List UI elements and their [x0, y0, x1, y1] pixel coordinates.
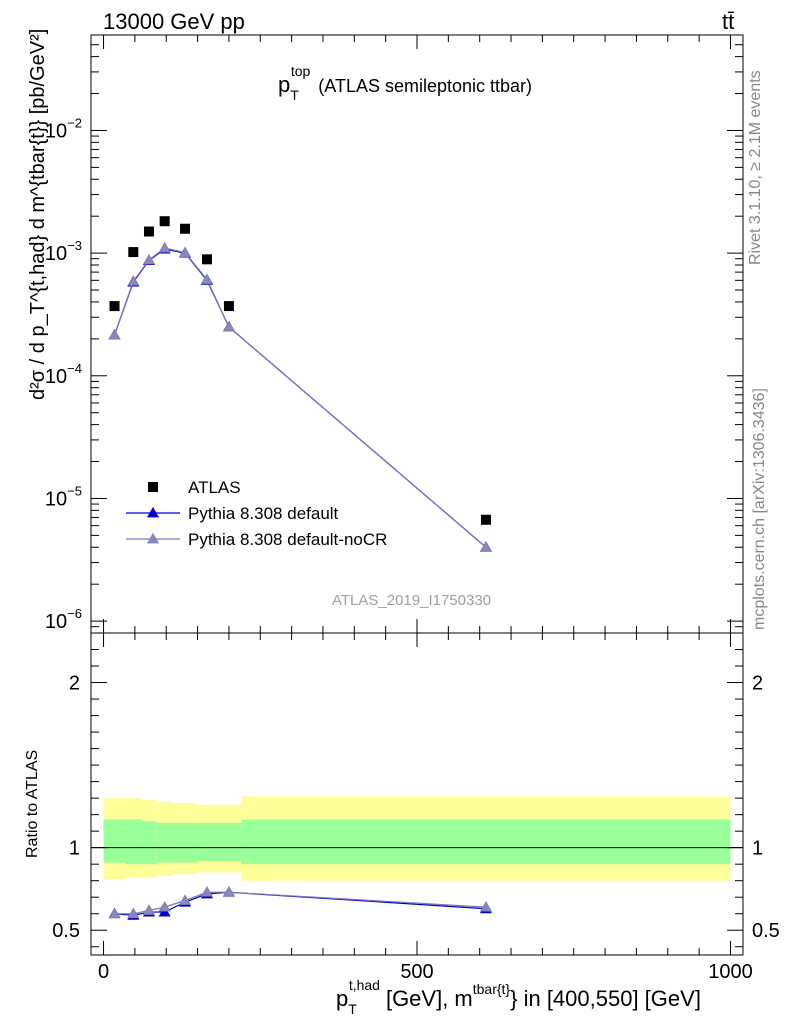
mcplots-label: mcplots.cern.ch [arXiv:1306.3436]: [751, 388, 768, 630]
xlabel-p: p: [336, 986, 348, 1011]
axis-ticks: [91, 34, 743, 955]
main-series: [108, 216, 492, 552]
y-axis-label-ratio: Ratio to ATLAS: [24, 750, 41, 858]
atlas-point-1: [128, 247, 139, 258]
header-process-label: tt̄: [722, 9, 734, 34]
legend-label-1: Pythia 8.308 default: [188, 504, 339, 523]
y-tick-label-ratio-left-1: 1: [69, 838, 80, 860]
atlas-point-5: [201, 254, 212, 265]
atlas-point-3: [159, 216, 170, 227]
axis-tick-labels: 0 500 1000 10−6 10−5 10−4 10−3 10−2 0.5 0.5 1 1 2 2: [45, 115, 780, 983]
mc-point-main-2-3: [158, 241, 171, 253]
title-sub: T: [290, 87, 299, 103]
xlabel-end: } in [400,550] [GeV]: [510, 986, 701, 1011]
y-tick-label-ratio-right-2: 2: [752, 673, 763, 695]
legend-marker-0: [148, 482, 158, 492]
mc-point-main-2-5: [200, 273, 213, 284]
mc-point-ratio-2-7: [479, 901, 492, 912]
band-inner-5: [197, 822, 242, 861]
title-sup: top: [291, 63, 311, 79]
ratio-series: [108, 886, 492, 920]
xlabel-sup2: tbar{t}: [473, 981, 511, 997]
mc-point-main-2-0: [108, 328, 121, 340]
header-energy-label: 13000 GeV pp: [103, 9, 245, 34]
mc-point-main-2-7: [479, 541, 492, 552]
mc-point-ratio-2-5: [200, 886, 213, 897]
atlas-point-4: [180, 223, 191, 234]
band-inner-6: [241, 819, 731, 865]
atlas-point-7: [480, 514, 491, 525]
series-line-main-2: [113, 247, 487, 548]
y-tick-label-ratio-left-0: 0.5: [52, 920, 80, 942]
rivet-version-label: Rivet 3.1.10, ≥ 2.1M events: [747, 70, 764, 265]
y-tick-label-ratio-right-1: 1: [752, 838, 763, 860]
mc-point-main-2-2: [142, 253, 156, 265]
y-tick-label-main-4: 10−2: [45, 115, 82, 142]
mc-point-main-2-6: [222, 320, 235, 332]
y-tick-label-ratio-right-0: 0.5: [752, 920, 780, 942]
xlabel-sub: T: [348, 1001, 357, 1017]
band-inner-2: [141, 821, 157, 865]
legend-label-2: Pythia 8.308 default-noCR: [188, 530, 387, 549]
mc-point-main-2-1: [127, 275, 140, 286]
analysis-tag: ATLAS_2019_I1750330: [332, 592, 491, 609]
x-axis-label: pTt,had [GeV], mtbar{t}} in [400,550] [Ge…: [336, 977, 701, 1017]
legend-label-0: ATLAS: [188, 478, 241, 497]
band-inner-0: [103, 819, 126, 863]
y-tick-label-main-1: 10−5: [45, 483, 82, 510]
mc-point-ratio-2-1: [127, 907, 140, 919]
xlabel-sup: t,had: [349, 977, 380, 993]
legend-marker-2: [146, 532, 160, 544]
x-tick-label-1: 500: [400, 961, 433, 983]
atlas-point-0: [109, 301, 120, 312]
title-p: p: [278, 72, 290, 97]
title-rest: (ATLAS semileptonic ttbar): [318, 76, 532, 96]
mc-point-ratio-2-2: [142, 904, 156, 915]
y-tick-label-main-2: 10−4: [45, 361, 82, 388]
mc-point-ratio-2-4: [179, 894, 192, 905]
legend-marker-1: [146, 506, 160, 518]
mc-point-main-2-4: [179, 246, 192, 258]
xlabel-mid: [GeV], m: [386, 986, 473, 1011]
mc-point-ratio-2-3: [158, 901, 171, 912]
y-tick-label-main-0: 10−6: [45, 606, 82, 633]
y-tick-label-main-3: 10−3: [45, 238, 82, 265]
mc-point-ratio-2-0: [108, 907, 121, 919]
ratio-uncertainty-bands: [103, 796, 731, 881]
band-inner-3: [156, 822, 173, 863]
x-tick-label-2: 1000: [708, 961, 753, 983]
band-inner-1: [125, 819, 142, 865]
legend: ATLAS Pythia 8.308 default Pythia 8.308 de…: [126, 478, 387, 549]
mc-point-ratio-2-6: [222, 886, 235, 897]
band-inner-4: [172, 822, 198, 863]
atlas-point-6: [223, 301, 234, 312]
x-tick-label-0: 0: [98, 961, 109, 983]
y-axis-label-main: d²σ / d p_T^{t,had} d m^{tbar{t}} [pb/Ge…: [27, 29, 49, 400]
chart-title: pTtop (ATLAS semileptonic ttbar): [278, 63, 532, 103]
y-tick-label-ratio-left-2: 2: [69, 673, 80, 695]
atlas-point-2: [143, 226, 154, 237]
